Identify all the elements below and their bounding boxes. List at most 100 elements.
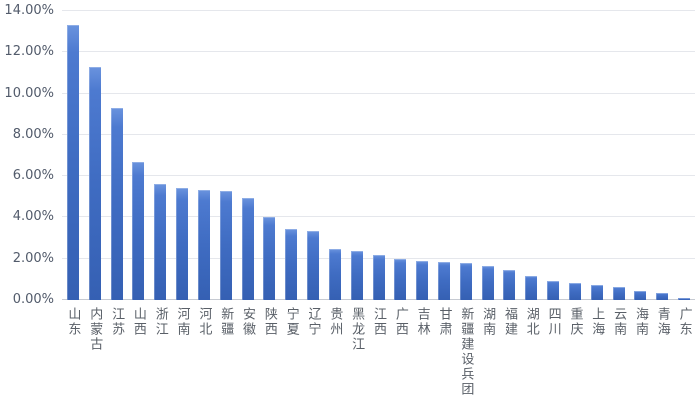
bar (285, 228, 298, 300)
x-tick-label: 山西 (130, 307, 146, 337)
x-tick-label: 广西 (392, 307, 408, 337)
x-tick-label: 安徽 (240, 307, 256, 337)
gridline (62, 175, 695, 177)
bar (307, 230, 320, 300)
bar-column: 福建 (499, 11, 521, 397)
bar-column: 湖北 (520, 11, 542, 397)
bar-slot (673, 11, 695, 300)
bar-column: 海南 (630, 11, 652, 397)
bar-slot (433, 11, 455, 300)
bar-slot (193, 11, 215, 300)
x-tick-label: 浙江 (152, 307, 168, 337)
bar (328, 249, 341, 300)
bar-column: 广东 (673, 11, 695, 397)
x-tick-label: 四川 (545, 307, 561, 337)
bar-column: 广西 (389, 11, 411, 397)
x-tick-label: 广东 (676, 307, 692, 337)
y-tick-label: 2.00% (12, 250, 54, 266)
x-tick-label: 江苏 (109, 307, 125, 337)
x-tick-label: 云南 (611, 307, 627, 337)
x-tick-label: 海南 (632, 307, 648, 337)
bar-slot (84, 11, 106, 300)
x-tick-label: 甘肃 (436, 307, 452, 337)
bar (503, 270, 516, 300)
bar-column: 湖南 (477, 11, 499, 397)
y-axis: 0.00% 2.00% 4.00% 6.00% 8.00% 10.00% 12.00% 14.… (0, 3, 54, 307)
bar-column: 江苏 (106, 11, 128, 397)
gridline (62, 92, 695, 94)
bar-slot (389, 11, 411, 300)
bar (154, 184, 167, 300)
bar-column: 山东 (62, 11, 84, 397)
bar-slot (237, 11, 259, 300)
x-tick-label: 湖南 (480, 307, 496, 337)
bar (66, 25, 79, 300)
x-tick-label: 黑龙江 (349, 307, 365, 352)
bar-column: 贵州 (324, 11, 346, 397)
bar (263, 217, 276, 300)
bar-slot (127, 11, 149, 300)
bar-slot (520, 11, 542, 300)
bar-column: 云南 (608, 11, 630, 397)
bar-slot (586, 11, 608, 300)
bar-slot (651, 11, 673, 300)
bar (437, 261, 450, 300)
x-tick-label: 河北 (196, 307, 212, 337)
bar-slot (368, 11, 390, 300)
bar-slot (499, 11, 521, 300)
x-tick-label: 江西 (371, 307, 386, 337)
x-tick-label: 宁夏 (283, 307, 299, 337)
bar-series: 山东 内蒙古 江苏 山西 浙江 河南 河北 新疆 安徽 陕西 宁夏 辽宁 贵州 黑龙江 江西 广西 吉林 甘肃 新疆… (62, 11, 695, 397)
bar-column: 新疆建设兵团 (455, 11, 477, 397)
x-tick-label: 福建 (501, 307, 517, 337)
bar (568, 282, 581, 300)
bar (88, 66, 101, 300)
bar-slot (171, 11, 193, 300)
bar (394, 258, 407, 300)
bar-column: 四川 (542, 11, 564, 397)
bar-slot (630, 11, 652, 300)
bar-column: 新疆 (215, 11, 237, 397)
bar-column: 辽宁 (302, 11, 324, 397)
bar-slot (258, 11, 280, 300)
y-tick-label: 14.00% (4, 3, 54, 18)
x-tick-label: 内蒙古 (87, 307, 103, 352)
x-tick-label: 贵州 (327, 307, 343, 337)
x-tick-label: 新疆建设兵团 (458, 307, 474, 397)
bar (110, 108, 123, 300)
bar (547, 281, 560, 300)
bar (350, 250, 363, 300)
x-tick-label: 湖北 (523, 307, 539, 337)
x-tick-label: 上海 (589, 307, 605, 337)
bar-slot (477, 11, 499, 300)
bar-slot (411, 11, 433, 300)
bar (241, 197, 254, 300)
bar-column: 河南 (171, 11, 193, 397)
x-tick-label: 青海 (654, 307, 670, 337)
bar-slot (280, 11, 302, 300)
x-tick-label: 河南 (174, 307, 190, 337)
bar-column: 安徽 (237, 11, 259, 397)
bar-column: 黑龙江 (346, 11, 368, 397)
bar-slot (608, 11, 630, 300)
y-tick-label: 8.00% (12, 126, 54, 142)
gridline (62, 10, 695, 11)
bar-slot (455, 11, 477, 300)
bar-slot (62, 11, 84, 300)
bar (612, 286, 625, 300)
bar-column: 江西 (368, 11, 390, 397)
y-tick-label: 6.00% (12, 168, 54, 184)
bar-slot (215, 11, 237, 300)
bar (525, 276, 538, 300)
bar (197, 189, 210, 300)
x-tick-label: 山东 (65, 307, 81, 337)
bar-column: 浙江 (149, 11, 171, 397)
bar-slot (302, 11, 324, 300)
bar (372, 254, 385, 300)
bar-column: 甘肃 (433, 11, 455, 397)
bar-column: 吉林 (411, 11, 433, 397)
gridline (62, 51, 695, 53)
bar-slot (346, 11, 368, 300)
y-tick-label: 10.00% (4, 85, 54, 101)
